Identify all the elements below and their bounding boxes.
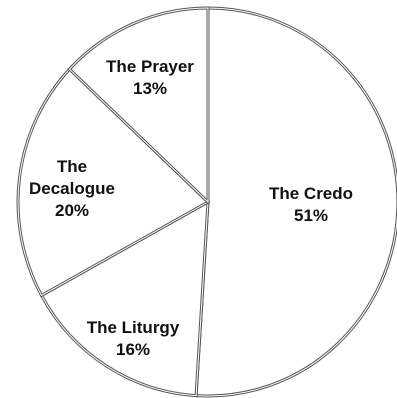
- pie-label-the-credo: The Credo 51%: [269, 184, 353, 225]
- pie-category-label: The Credo: [269, 184, 353, 203]
- pie-category-label: The Prayer: [106, 57, 194, 76]
- pie-slices: [16, 6, 397, 398]
- pie-category-label: The Liturgy: [87, 318, 180, 337]
- pie-label-the-prayer: The Prayer 13%: [106, 57, 194, 98]
- pie-category-label: Decalogue: [29, 179, 115, 198]
- pie-slice-highlight-the-credo: [195, 7, 397, 397]
- pie-slice-highlight-the-liturgy: [40, 201, 209, 397]
- pie-slice-highlight-the-prayer: [68, 7, 209, 204]
- pie-value-label: 16%: [116, 340, 150, 359]
- pie-slice-highlight-the-decalogue: [17, 68, 209, 297]
- pie-label-the-liturgy: The Liturgy 16%: [87, 318, 180, 359]
- pie-value-label: 20%: [55, 201, 89, 220]
- pie-value-label: 13%: [133, 79, 167, 98]
- pie-labels: The Credo 51% The Liturgy 16% The Decalogue 20…: [29, 57, 353, 359]
- pie-value-label: 51%: [294, 206, 328, 225]
- pie-label-the-decalogue: The Decalogue 20%: [29, 157, 115, 220]
- pie-category-label: The: [57, 157, 87, 176]
